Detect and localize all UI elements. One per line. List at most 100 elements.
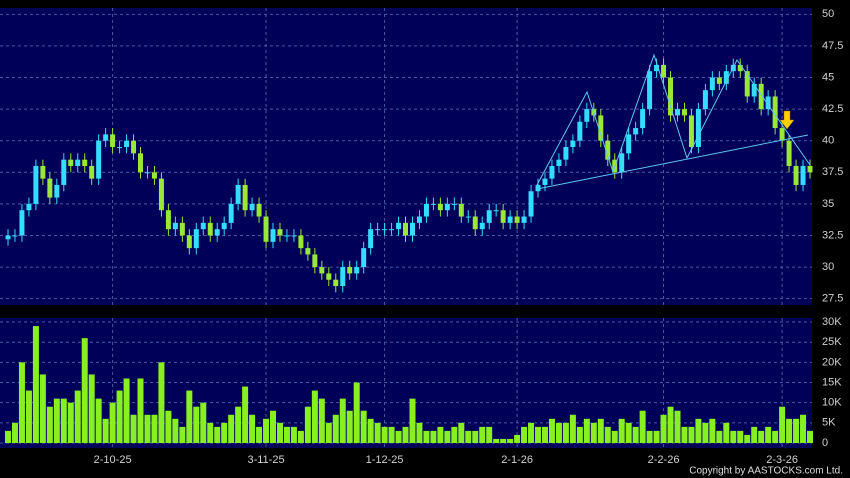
x-tick-label: 1-12-25 (366, 454, 404, 466)
candle-body (744, 71, 750, 97)
candle-body (263, 216, 269, 242)
candle-body (626, 134, 632, 154)
candle-body (737, 64, 743, 72)
candle-body (61, 159, 67, 185)
volume-bar (479, 426, 486, 443)
volume-bar (737, 430, 744, 443)
candle-body (563, 147, 569, 160)
volume-tick-label: 15K (822, 376, 842, 388)
candle-body (535, 184, 541, 192)
candle-body (521, 216, 527, 223)
candle-body (82, 159, 88, 166)
volume-bar (388, 426, 395, 443)
volume-bar (618, 418, 625, 443)
volume-bar (297, 430, 304, 443)
candle-body (340, 267, 346, 287)
volume-bar (702, 422, 709, 443)
volume-bar (158, 362, 165, 443)
candle-body (486, 210, 492, 223)
candle-body (235, 184, 241, 204)
volume-bar (60, 398, 67, 443)
y-tick-label: 32.5 (822, 229, 843, 241)
candle-body (172, 222, 178, 230)
volume-bar (437, 426, 444, 443)
x-tick-label: 2-10-25 (94, 454, 132, 466)
marks (5, 58, 813, 443)
price-panel (0, 8, 812, 305)
volume-bar (332, 414, 339, 443)
volume-bar (165, 410, 172, 443)
candle-body (479, 222, 485, 230)
candle-body (493, 210, 499, 212)
volume-bar (423, 430, 430, 443)
volume-bar (535, 426, 542, 443)
candle-body (437, 203, 443, 211)
volume-tick-label: 30K (822, 316, 842, 328)
candle-body (779, 128, 785, 141)
volume-bar (360, 410, 367, 443)
volume-bar (116, 390, 123, 443)
candle-body (807, 165, 813, 173)
y-tick-label: 30 (822, 261, 834, 273)
candle-body (605, 140, 611, 160)
candle-body (347, 267, 353, 274)
volume-bar (625, 422, 632, 443)
candle-body (633, 128, 639, 135)
volume-bar (430, 430, 437, 443)
volume-bar (688, 426, 695, 443)
volume-bar (709, 418, 716, 443)
candle-body (507, 216, 513, 223)
volume-bar (53, 398, 60, 443)
volume-bar (32, 326, 39, 443)
volume-bar (367, 418, 374, 443)
candle-body (786, 140, 792, 166)
labels: 27.5 30 32.5 35 37.5 40 42.5 45 47.5 50 0 5K 10K 15K 2… (94, 8, 844, 466)
candle-body (758, 83, 764, 110)
volume-bar (758, 430, 765, 443)
candle-body (165, 210, 171, 230)
volume-bar (325, 422, 332, 443)
volume-bar (646, 430, 653, 443)
volume-bar (144, 414, 151, 443)
candle-body (33, 165, 39, 204)
volume-bar (514, 434, 521, 443)
candle-body (96, 140, 102, 179)
candle-body (403, 222, 409, 236)
pattern-lines (536, 53, 811, 190)
candle-body (270, 229, 276, 242)
volume-bar (465, 430, 472, 443)
volume-bar (207, 422, 214, 443)
candle-body (89, 165, 95, 179)
candle-body (619, 153, 625, 173)
volume-bar (179, 426, 186, 443)
volume-bar (486, 426, 493, 443)
volume-bar (458, 422, 465, 443)
candle-body (430, 203, 436, 205)
candle-body (26, 203, 32, 211)
volume-bar (653, 430, 660, 443)
volume-bar (339, 398, 346, 443)
candle-body (193, 229, 199, 249)
volume-bar (200, 402, 207, 443)
volume-bar (451, 426, 458, 443)
volume-bar (730, 430, 737, 443)
candle-body (584, 109, 590, 122)
candle-body (723, 71, 729, 84)
y-tick-label: 27.5 (822, 293, 843, 305)
volume-bar (186, 390, 193, 443)
candle-body (500, 210, 506, 223)
candle-body (354, 267, 360, 274)
volume-bar (765, 426, 772, 443)
volume-bar (39, 374, 46, 443)
volume-bar (583, 418, 590, 443)
volume-bar (541, 426, 548, 443)
candle-body (793, 165, 799, 185)
candle-body (47, 178, 53, 198)
volume-bar (500, 438, 507, 443)
candle-body (416, 216, 422, 223)
volume-bar (11, 422, 18, 443)
copyright: Copyright by AASTOCKS.com Ltd. (689, 466, 843, 477)
candle-body (277, 229, 283, 236)
candle-body (40, 165, 46, 179)
candle-body (131, 140, 137, 154)
